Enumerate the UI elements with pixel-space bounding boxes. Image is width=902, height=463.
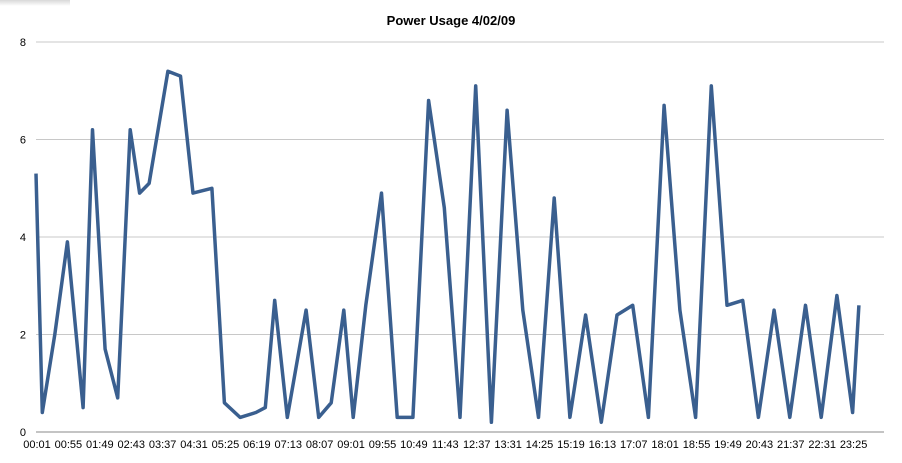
x-tick-label: 05:25: [212, 439, 240, 451]
x-tick-label: 14:25: [526, 439, 554, 451]
x-tick-label: 08:07: [306, 439, 334, 451]
y-tick-label: 4: [20, 232, 26, 244]
x-tick-label: 06:19: [243, 439, 271, 451]
x-tick-label: 00:01: [23, 439, 51, 451]
x-tick-label: 15:19: [557, 439, 585, 451]
y-tick-label: 2: [20, 330, 26, 342]
y-tick-label: 6: [20, 135, 26, 147]
x-tick-label: 03:37: [149, 439, 177, 451]
x-tick-label: 10:49: [400, 439, 428, 451]
x-tick-label: 18:01: [651, 439, 679, 451]
x-tick-label: 16:13: [589, 439, 617, 451]
x-tick-label: 20:43: [746, 439, 774, 451]
x-tick-label: 12:37: [463, 439, 491, 451]
y-tick-label: 0: [20, 427, 26, 439]
y-tick-label: 8: [20, 37, 26, 49]
x-tick-label: 18:55: [683, 439, 711, 451]
x-tick-label: 17:07: [620, 439, 648, 451]
x-tick-label: 02:43: [117, 439, 145, 451]
x-tick-label: 23:25: [840, 439, 868, 451]
x-tick-label: 19:49: [714, 439, 742, 451]
x-tick-label: 00:55: [55, 439, 83, 451]
window-shadow: [0, 0, 70, 6]
x-tick-label: 01:49: [86, 439, 114, 451]
x-tick-label: 11:43: [432, 439, 459, 451]
x-tick-label: 13:31: [494, 439, 522, 451]
chart-title: Power Usage 4/02/09: [386, 13, 516, 28]
y-axis-ticks: 0 2 4 6 8: [20, 37, 26, 439]
series-group: [34, 69, 861, 425]
x-axis-ticks: 00:01 00:55 01:49 02:43 03:37 04:31 05:25 06:19…: [23, 439, 867, 451]
x-tick-label: 09:01: [337, 439, 365, 451]
x-tick-label: 07:13: [274, 439, 302, 451]
x-tick-label: 09:55: [369, 439, 397, 451]
gridlines: [36, 41, 884, 433]
x-tick-label: 22:31: [808, 439, 836, 451]
x-tick-label: 04:31: [180, 439, 208, 451]
series-line: [34, 69, 861, 425]
x-tick-label: 21:37: [777, 439, 805, 451]
